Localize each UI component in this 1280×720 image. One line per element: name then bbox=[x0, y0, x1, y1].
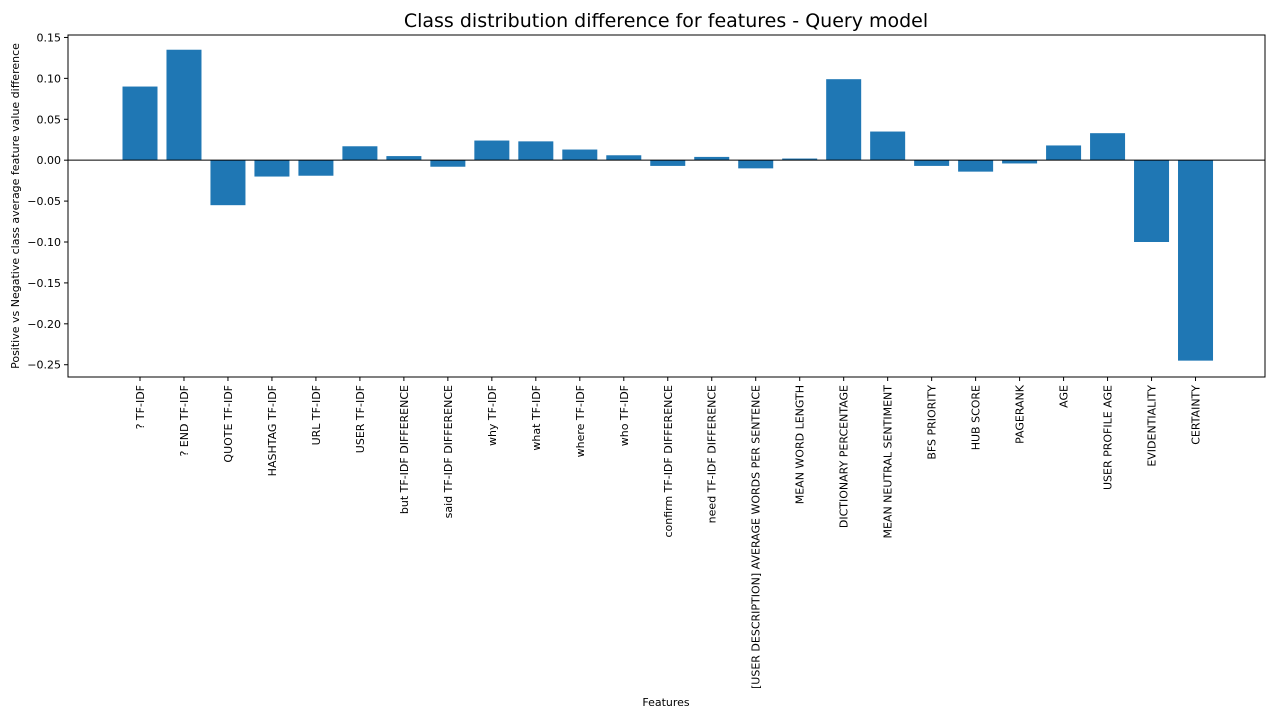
y-tick-label: −0.15 bbox=[27, 277, 61, 290]
x-tick-label: need TF-IDF DIFFERENCE bbox=[706, 385, 719, 523]
bar bbox=[518, 141, 554, 161]
y-axis: 0.15 0.10 0.05 0.00 −0.05 −0.10 −0.15 −0.20 −0.2… bbox=[27, 31, 68, 372]
x-tick-label: MEAN WORD LENGTH bbox=[794, 385, 807, 504]
bar bbox=[1090, 133, 1126, 161]
x-tick-label: said TF-IDF DIFFERENCE bbox=[442, 385, 455, 518]
bar bbox=[210, 160, 246, 206]
x-tick-label: USER PROFILE AGE bbox=[1102, 385, 1115, 490]
bar bbox=[166, 49, 202, 161]
bar bbox=[826, 79, 862, 161]
y-tick-label: −0.25 bbox=[27, 359, 61, 372]
y-tick-label: −0.10 bbox=[27, 236, 61, 249]
y-tick-label: 0.05 bbox=[37, 113, 62, 126]
bar bbox=[298, 160, 334, 176]
y-axis-label: Positive vs Negative class average featu… bbox=[9, 43, 22, 369]
bar bbox=[782, 158, 818, 161]
x-tick-label: why TF-IDF bbox=[486, 385, 499, 446]
x-tick-label: QUOTE TF-IDF bbox=[222, 385, 235, 463]
x-tick-label: USER TF-IDF bbox=[354, 385, 367, 453]
x-tick-label: CERTAINTY bbox=[1190, 385, 1203, 445]
x-tick-label: what TF-IDF bbox=[530, 385, 543, 451]
x-tick-label: URL TF-IDF bbox=[310, 385, 323, 445]
x-tick-label: ? TF-IDF bbox=[134, 385, 147, 429]
y-tick-label: 0.15 bbox=[37, 31, 62, 44]
y-tick-label: 0.00 bbox=[37, 154, 62, 167]
bar bbox=[738, 160, 774, 169]
x-tick-label: but TF-IDF DIFFERENCE bbox=[398, 385, 411, 514]
x-axis: ? TF-IDF ? END TF-IDF QUOTE TF-IDF HASHTAG … bbox=[134, 377, 1203, 689]
bar bbox=[870, 131, 906, 161]
x-tick-label: EVIDENTIALITY bbox=[1146, 385, 1159, 467]
bar bbox=[122, 86, 158, 161]
bar bbox=[342, 146, 378, 161]
bar bbox=[1046, 145, 1082, 161]
y-tick-label: 0.10 bbox=[37, 72, 62, 85]
x-tick-label: where TF-IDF bbox=[574, 385, 587, 457]
x-tick-label: BFS PRIORITY bbox=[926, 385, 939, 460]
y-tick-label: −0.05 bbox=[27, 195, 61, 208]
x-tick-label: HUB SCORE bbox=[970, 385, 983, 450]
bar bbox=[254, 160, 290, 177]
bar bbox=[650, 160, 686, 166]
x-tick-label: who TF-IDF bbox=[618, 385, 631, 446]
plot-frame bbox=[67, 34, 1266, 378]
x-tick-label: HASHTAG TF-IDF bbox=[266, 385, 279, 476]
x-tick-label: PAGERANK bbox=[1014, 384, 1027, 444]
x-tick-label: AGE bbox=[1058, 385, 1071, 408]
bar bbox=[606, 155, 642, 161]
x-tick-label: DICTIONARY PERCENTAGE bbox=[838, 385, 851, 528]
x-tick-label: confirm TF-IDF DIFFERENCE bbox=[662, 385, 675, 538]
x-tick-label: ? END TF-IDF bbox=[178, 385, 191, 457]
bar bbox=[958, 160, 994, 172]
bar bbox=[1178, 160, 1214, 361]
y-tick-label: −0.20 bbox=[27, 318, 61, 331]
x-tick-label: [USER DESCRIPTION] AVERAGE WORDS PER SEN… bbox=[750, 385, 763, 689]
x-axis-label: Features bbox=[642, 696, 690, 709]
chart-title: Class distribution difference for featur… bbox=[404, 10, 928, 32]
bar bbox=[562, 149, 598, 161]
bar bbox=[1134, 160, 1170, 242]
bars-group bbox=[122, 49, 1214, 361]
bar bbox=[474, 140, 510, 161]
bar bbox=[1002, 160, 1038, 164]
bar bbox=[914, 160, 950, 166]
x-tick-label: MEAN NEUTRAL SENTIMENT bbox=[882, 385, 895, 539]
bar bbox=[386, 156, 422, 161]
bar bbox=[694, 156, 730, 161]
bar bbox=[430, 160, 466, 167]
